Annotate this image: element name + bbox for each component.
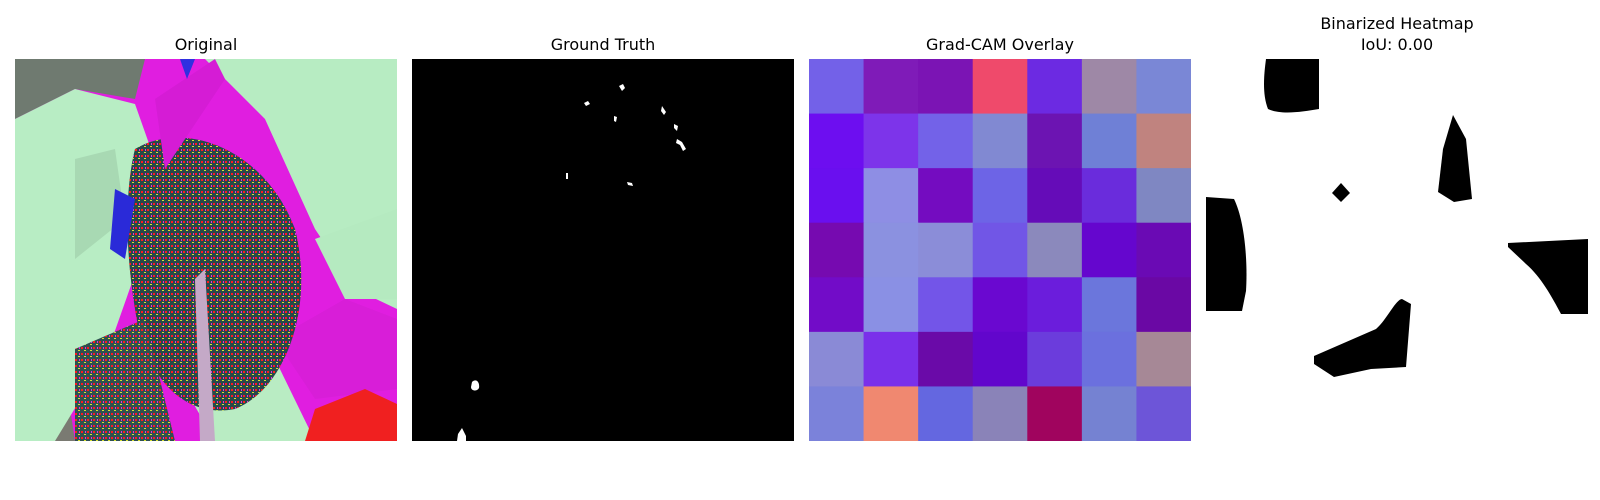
original-title: Original (174, 35, 238, 54)
gradcam-cell (918, 222, 974, 278)
gradcam-cell (809, 222, 865, 278)
gradcam-cell (1136, 113, 1191, 169)
gradcam-cell (863, 331, 919, 387)
gradcam-overlay (809, 59, 1191, 441)
gradcam-cell (972, 222, 1028, 278)
ground-truth-mask (412, 59, 794, 441)
gradcam-cell (1027, 59, 1083, 115)
gradcam-title: Grad-CAM Overlay (926, 35, 1074, 54)
iou-label: IoU: 0.00 (1360, 35, 1434, 54)
gradcam-cell (1136, 386, 1191, 441)
gradcam-cell (1081, 386, 1137, 441)
gradcam-cell (1081, 331, 1137, 387)
gradcam-cell (1081, 277, 1137, 333)
original-image (15, 59, 397, 441)
gradcam-cell (1136, 331, 1191, 387)
gradcam-cell (809, 331, 865, 387)
binarized-heading: Binarized Heatmap (1320, 14, 1474, 33)
gradcam-cell (1027, 277, 1083, 333)
gradcam-cell (918, 277, 974, 333)
gradcam-cell (972, 331, 1028, 387)
gradcam-cell (809, 59, 865, 115)
binarized-title: Binarized Heatmap IoU: 0.00 (1206, 13, 1588, 55)
gradcam-cell (1081, 222, 1137, 278)
gradcam-cell (918, 331, 974, 387)
gradcam-cell (972, 168, 1028, 224)
gradcam-cell (1136, 168, 1191, 224)
gradcam-cell (863, 222, 919, 278)
gradcam-cell (1081, 113, 1137, 169)
gradcam-cell (918, 113, 974, 169)
gradcam-cell (863, 113, 919, 169)
gradcam-cell (1027, 113, 1083, 169)
ground-truth-title: Ground Truth (550, 35, 656, 54)
gradcam-cell (972, 113, 1028, 169)
gradcam-cell (863, 59, 919, 115)
gradcam-cell (809, 113, 865, 169)
gradcam-cell (863, 277, 919, 333)
gradcam-cell (809, 168, 865, 224)
gradcam-cell (1027, 168, 1083, 224)
gradcam-cell (918, 386, 974, 441)
gradcam-grid (809, 59, 1191, 441)
gradcam-cell (972, 277, 1028, 333)
gradcam-cell (1136, 277, 1191, 333)
gradcam-cell (1027, 386, 1083, 441)
gradcam-cell (809, 386, 865, 441)
gradcam-cell (918, 59, 974, 115)
gradcam-cell (1027, 222, 1083, 278)
gradcam-cell (863, 386, 919, 441)
gradcam-cell (1136, 59, 1191, 115)
gradcam-cell (918, 168, 974, 224)
gradcam-cell (972, 386, 1028, 441)
gradcam-cell (972, 59, 1028, 115)
gradcam-cell (1081, 168, 1137, 224)
binarized-heatmap (1206, 59, 1588, 441)
gradcam-cell (1136, 222, 1191, 278)
gradcam-cell (1081, 59, 1137, 115)
gradcam-cell (1027, 331, 1083, 387)
gradcam-cell (863, 168, 919, 224)
gradcam-cell (809, 277, 865, 333)
